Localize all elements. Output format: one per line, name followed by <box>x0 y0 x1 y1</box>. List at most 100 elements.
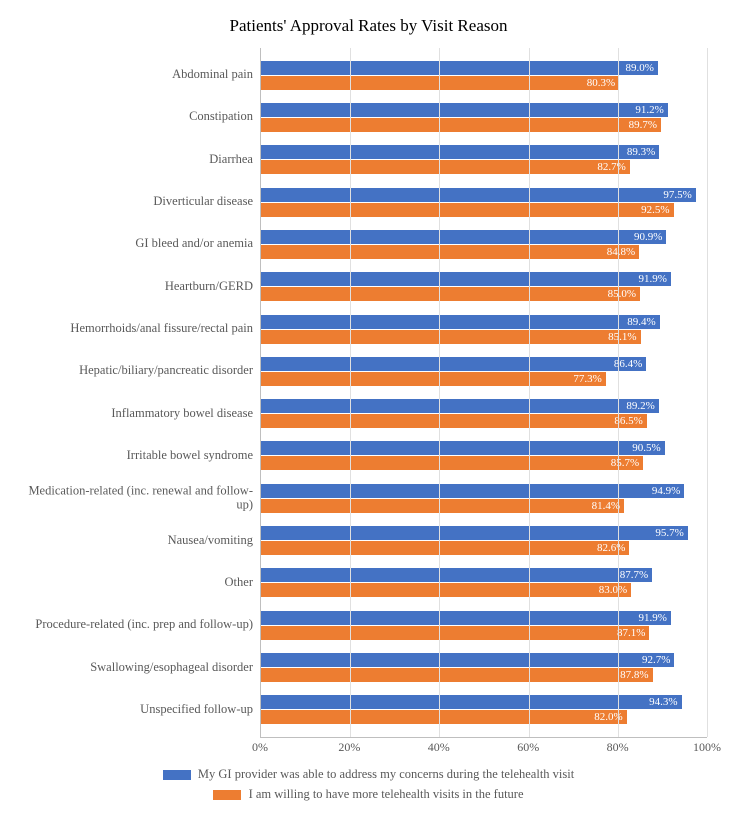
bar-willing: 81.4% <box>261 499 624 513</box>
category-label: Inflammatory bowel disease <box>19 407 261 421</box>
bar-provider: 90.9% <box>261 230 666 244</box>
bar-provider: 91.2% <box>261 103 668 117</box>
legend-label: I am willing to have more telehealth vis… <box>249 787 524 801</box>
category-group: Inflammatory bowel disease89.2%86.5% <box>261 398 707 429</box>
bar-provider: 97.5% <box>261 188 696 202</box>
category-group: Procedure-related (inc. prep and follow-… <box>261 610 707 641</box>
category-group: Other87.7%83.0% <box>261 567 707 598</box>
bar-willing: 82.7% <box>261 160 630 174</box>
bar-value-label: 94.9% <box>652 485 680 497</box>
plot-area: Abdominal pain89.0%80.3%Constipation91.2… <box>260 48 707 738</box>
category-group: Irritable bowel syndrome90.5%85.7% <box>261 440 707 471</box>
category-label: Diverticular disease <box>19 195 261 209</box>
bar-value-label: 90.9% <box>634 231 662 243</box>
bar-value-label: 95.7% <box>655 527 683 539</box>
bar-value-label: 87.7% <box>620 569 648 581</box>
category-group: Diverticular disease97.5%92.5% <box>261 187 707 218</box>
category-label: Hepatic/biliary/pancreatic disorder <box>19 364 261 378</box>
category-group: Unspecified follow-up94.3%82.0% <box>261 694 707 725</box>
category-label: Hemorrhoids/anal fissure/rectal pain <box>19 322 261 336</box>
legend-label: My GI provider was able to address my co… <box>198 767 574 781</box>
category-label: Heartburn/GERD <box>19 280 261 294</box>
bar-value-label: 84.8% <box>607 246 635 258</box>
category-label: Medication-related (inc. renewal and fol… <box>19 485 261 513</box>
category-label: Irritable bowel syndrome <box>19 449 261 463</box>
bar-willing: 86.5% <box>261 414 647 428</box>
category-group: Swallowing/esophageal disorder92.7%87.8% <box>261 652 707 683</box>
x-tick-label: 40% <box>428 740 450 755</box>
category-label: Constipation <box>19 111 261 125</box>
category-group: Diarrhea89.3%82.7% <box>261 144 707 175</box>
category-group: Nausea/vomiting95.7%82.6% <box>261 525 707 556</box>
bar-value-label: 85.7% <box>611 457 639 469</box>
chart-container: Patients' Approval Rates by Visit Reason… <box>0 0 747 815</box>
category-group: Hepatic/biliary/pancreatic disorder86.4%… <box>261 356 707 387</box>
bar-willing: 77.3% <box>261 372 606 386</box>
bar-willing: 82.0% <box>261 710 627 724</box>
category-group: Medication-related (inc. renewal and fol… <box>261 483 707 514</box>
bar-value-label: 80.3% <box>587 77 615 89</box>
bar-willing: 85.7% <box>261 456 643 470</box>
bar-provider: 90.5% <box>261 441 665 455</box>
bar-willing: 83.0% <box>261 583 631 597</box>
category-group: Abdominal pain89.0%80.3% <box>261 60 707 91</box>
category-label: Procedure-related (inc. prep and follow-… <box>19 618 261 632</box>
bar-willing: 87.1% <box>261 626 649 640</box>
category-group: Constipation91.2%89.7% <box>261 102 707 133</box>
legend: My GI provider was able to address my co… <box>10 764 727 804</box>
category-label: Unspecified follow-up <box>19 703 261 717</box>
gridline <box>439 48 440 737</box>
category-group: GI bleed and/or anemia90.9%84.8% <box>261 229 707 260</box>
bar-willing: 82.6% <box>261 541 629 555</box>
legend-swatch-icon <box>213 790 241 800</box>
bar-value-label: 92.7% <box>642 654 670 666</box>
x-tick-label: 80% <box>607 740 629 755</box>
bar-provider: 95.7% <box>261 526 688 540</box>
category-label: Diarrhea <box>19 153 261 167</box>
bar-value-label: 89.4% <box>627 316 655 328</box>
bar-value-label: 89.3% <box>627 146 655 158</box>
x-tick-label: 60% <box>517 740 539 755</box>
bar-value-label: 91.2% <box>635 104 663 116</box>
bar-value-label: 87.1% <box>617 627 645 639</box>
bar-value-label: 91.9% <box>638 273 666 285</box>
gridline <box>350 48 351 737</box>
legend-swatch-icon <box>163 770 191 780</box>
category-label: Nausea/vomiting <box>19 534 261 548</box>
bar-provider: 94.9% <box>261 484 684 498</box>
bar-provider: 91.9% <box>261 272 671 286</box>
legend-item-willing: I am willing to have more telehealth vis… <box>213 784 523 804</box>
bar-provider: 91.9% <box>261 611 671 625</box>
bar-value-label: 85.0% <box>608 288 636 300</box>
category-group: Hemorrhoids/anal fissure/rectal pain89.4… <box>261 314 707 345</box>
bar-value-label: 77.3% <box>573 373 601 385</box>
gridline <box>618 48 619 737</box>
bar-value-label: 85.1% <box>608 331 636 343</box>
bar-willing: 89.7% <box>261 118 661 132</box>
bar-value-label: 94.3% <box>649 696 677 708</box>
bar-value-label: 92.5% <box>641 204 669 216</box>
gridline <box>529 48 530 737</box>
bar-willing: 84.8% <box>261 245 639 259</box>
category-label: Swallowing/esophageal disorder <box>19 661 261 675</box>
bar-provider: 89.3% <box>261 145 659 159</box>
bar-value-label: 82.7% <box>597 161 625 173</box>
bar-value-label: 89.2% <box>626 400 654 412</box>
bar-value-label: 97.5% <box>663 189 691 201</box>
gridline <box>707 48 708 737</box>
bar-provider: 89.4% <box>261 315 660 329</box>
x-tick-label: 20% <box>338 740 360 755</box>
bar-provider: 92.7% <box>261 653 674 667</box>
bar-value-label: 89.0% <box>626 62 654 74</box>
category-group: Heartburn/GERD91.9%85.0% <box>261 271 707 302</box>
bar-value-label: 91.9% <box>638 612 666 624</box>
bar-provider: 89.2% <box>261 399 659 413</box>
bar-value-label: 83.0% <box>599 584 627 596</box>
bar-value-label: 89.7% <box>629 119 657 131</box>
bar-provider: 89.0% <box>261 61 658 75</box>
x-tick-label: 0% <box>252 740 268 755</box>
x-axis-ticks: 0%20%40%60%80%100% <box>260 738 707 756</box>
bar-provider: 86.4% <box>261 357 646 371</box>
category-label: GI bleed and/or anemia <box>19 238 261 252</box>
legend-item-provider: My GI provider was able to address my co… <box>163 764 574 784</box>
